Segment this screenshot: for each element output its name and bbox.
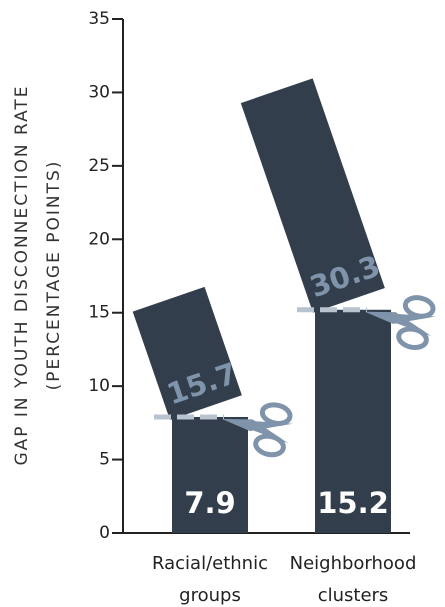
scissors-icon <box>365 295 436 351</box>
scissors-handle <box>253 433 286 458</box>
scissors-handle <box>396 326 429 351</box>
bar-value-label: 15.2 <box>317 486 389 520</box>
scissors-icon <box>222 402 293 458</box>
y-tick-label: 15 <box>88 303 110 323</box>
y-tick-label: 30 <box>88 82 110 102</box>
y-tick-label: 25 <box>88 156 110 176</box>
y-tick-label: 5 <box>99 450 110 470</box>
bar-value-label: 7.9 <box>184 486 235 520</box>
bar <box>172 416 248 533</box>
x-tick-label: Neighborhood clusters <box>289 553 417 606</box>
y-tick-label: 35 <box>88 9 110 29</box>
bar <box>315 309 391 533</box>
cut-piece-group: 30.3 <box>240 78 385 313</box>
x-tick-label: Racial/ethnic groups <box>152 553 268 606</box>
y-tick-label: 0 <box>99 523 110 543</box>
cut-piece <box>132 286 242 420</box>
y-axis-title: GAP IN YOUTH DISCONNECTION RATE <box>12 84 32 465</box>
y-tick-label: 20 <box>88 229 110 249</box>
scissors-handle <box>259 402 293 426</box>
y-axis-unit: (PERCENTAGE POINTS) <box>44 160 64 391</box>
scissors-handle <box>402 295 436 319</box>
y-tick-label: 10 <box>88 376 110 396</box>
cut-piece-group: 15.7 <box>132 286 242 420</box>
cut-piece <box>240 78 385 313</box>
